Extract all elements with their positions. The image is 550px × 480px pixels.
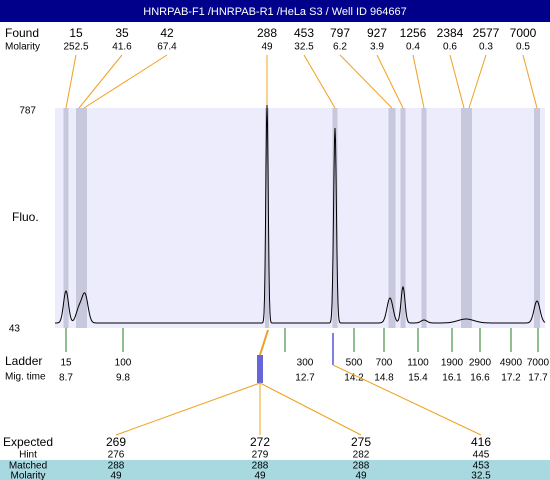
found-value: 797: [330, 26, 350, 40]
peak-band: [389, 108, 396, 328]
leader-line: [260, 330, 268, 355]
leader-line: [377, 55, 403, 108]
mig-time: 12.7: [295, 373, 315, 384]
ladder-size: 700: [376, 358, 393, 369]
y-max: 787: [19, 106, 36, 117]
molarity-matched-value: 49: [254, 471, 266, 480]
found-value: 15: [69, 26, 83, 40]
expected-label: Expected: [3, 435, 53, 449]
found-value: 288: [257, 26, 277, 40]
found-value: 2384: [437, 26, 464, 40]
molarity-value: 0.3: [479, 42, 493, 53]
leader-line: [523, 55, 537, 108]
molarity-value: 67.4: [157, 42, 177, 53]
expected-value: 416: [471, 435, 491, 449]
leader-line: [469, 55, 486, 108]
mig-time: 16.1: [442, 373, 462, 384]
ladder-size: 2900: [469, 358, 492, 369]
expected-line: [116, 383, 260, 435]
molarity-matched-value: 49: [110, 471, 122, 480]
leader-line: [450, 55, 464, 108]
molarity-value: 0.5: [516, 42, 530, 53]
found-value: 2577: [473, 26, 500, 40]
molarity-value: 49: [261, 42, 273, 53]
peak-band: [534, 108, 540, 328]
ladder-size: 15: [60, 358, 72, 369]
mig-time: 16.6: [470, 373, 490, 384]
molarity-matched-value: 49: [355, 471, 367, 480]
peak-band: [466, 108, 472, 328]
hint-value: 282: [353, 450, 370, 461]
leader-line: [340, 55, 392, 108]
ladder-size: 7000: [527, 358, 550, 369]
mig-time: 15.4: [408, 373, 428, 384]
hint-value: 276: [108, 450, 125, 461]
matched-band: [0, 460, 550, 480]
ladder-size: 100: [115, 358, 132, 369]
found-value: 7000: [510, 26, 537, 40]
found-value: 453: [294, 26, 314, 40]
hint-value: 445: [473, 450, 490, 461]
mig-time: 8.7: [59, 373, 73, 384]
mig-time: 9.8: [116, 373, 130, 384]
ladder-size: 300: [297, 358, 314, 369]
mig-time-label: Mig. time: [5, 372, 46, 383]
peak-band: [422, 108, 427, 328]
found-label: Found: [5, 26, 39, 40]
hint-label: Hint: [19, 450, 37, 461]
expected-value: 272: [250, 435, 270, 449]
found-value: 35: [115, 26, 129, 40]
mig-time: 14.8: [374, 373, 394, 384]
molarity-matched-value: 32.5: [471, 471, 491, 480]
header-title: HNRPAB-F1 /HNRPAB-R1 /HeLa S3 / Well ID …: [143, 6, 406, 18]
molarity-value: 0.6: [443, 42, 457, 53]
expected-value: 269: [106, 435, 126, 449]
y-min: 43: [9, 324, 21, 335]
leader-line: [66, 55, 76, 108]
molarity-matched-label: Molarity: [10, 471, 45, 480]
molarity-value: 3.9: [370, 42, 384, 53]
molarity-value: 41.6: [112, 42, 132, 53]
mig-time: 17.2: [501, 373, 521, 384]
found-value: 42: [160, 26, 174, 40]
found-value: 1256: [400, 26, 427, 40]
expected-line: [260, 383, 361, 435]
expected-value: 275: [351, 435, 371, 449]
molarity-value: 252.5: [63, 42, 88, 53]
found-value: 927: [367, 26, 387, 40]
molarity-value: 6.2: [333, 42, 347, 53]
ladder-size: 4900: [500, 358, 523, 369]
ladder-size: 1900: [441, 358, 464, 369]
leader-line: [304, 55, 335, 108]
y-label: Fluo.: [12, 210, 39, 224]
leader-line: [79, 55, 122, 108]
ladder-size: 1100: [407, 358, 429, 369]
ladder-label: Ladder: [5, 354, 42, 368]
molarity-value: 0.4: [406, 42, 420, 53]
mig-time: 17.7: [528, 373, 548, 384]
molarity-label: Molarity: [5, 42, 40, 53]
leader-line: [84, 55, 167, 108]
molarity-value: 32.5: [294, 42, 314, 53]
leader-line: [413, 55, 424, 108]
ladder-size: 500: [346, 358, 363, 369]
hint-value: 279: [252, 450, 269, 461]
